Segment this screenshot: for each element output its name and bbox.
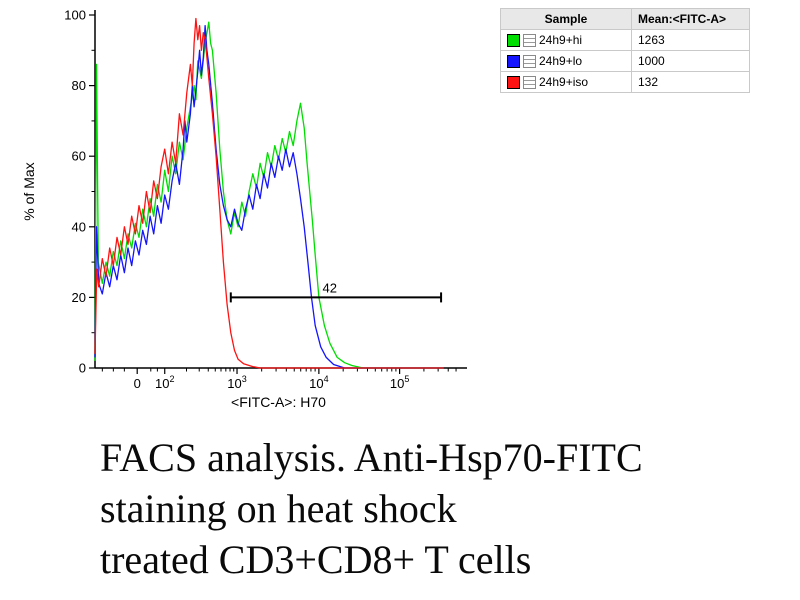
svg-text:0: 0 (79, 361, 86, 376)
svg-text:100: 100 (64, 8, 86, 23)
legend-mean-value: 1000 (631, 50, 750, 72)
svg-text:105: 105 (390, 374, 409, 391)
svg-text:60: 60 (72, 149, 86, 164)
svg-text:20: 20 (72, 290, 86, 305)
color-swatch-hi (507, 33, 520, 47)
svg-text:% of Max: % of Max (21, 162, 37, 220)
svg-text:0: 0 (134, 376, 141, 391)
legend-header-sample: Sample (500, 8, 632, 30)
legend-row: 24h9+lo 1000 (500, 50, 750, 72)
svg-text:<FITC-A>: H70: <FITC-A>: H70 (231, 394, 326, 410)
svg-text:104: 104 (309, 374, 328, 391)
svg-text:42: 42 (323, 280, 337, 295)
figure-caption: FACS analysis. Anti-Hsp70-FITC staining … (100, 432, 643, 585)
color-swatch-iso (507, 75, 520, 89)
legend-row: 24h9+iso 132 (500, 71, 750, 93)
svg-text:40: 40 (72, 219, 86, 234)
histogram-plot: 0 20 40 60 80 100 0 102 103 104 105 <FITC-A>: H70 % … (0, 0, 495, 430)
legend-mean-value: 132 (631, 71, 750, 93)
sample-sheet-icon (523, 54, 536, 68)
legend-sample-name: 24h9+hi (539, 33, 583, 47)
color-swatch-lo (507, 54, 520, 68)
legend-sample-name: 24h9+iso (539, 75, 589, 89)
sample-sheet-icon (523, 75, 536, 89)
legend-row: 24h9+hi 1263 (500, 29, 750, 51)
legend-table: Sample Mean:<FITC-A> 24h9+hi 1263 (500, 8, 750, 93)
legend-header-row: Sample Mean:<FITC-A> (500, 8, 750, 30)
legend-mean-value: 1263 (631, 29, 750, 51)
caption-line: staining on heat shock (100, 486, 457, 531)
legend-header-mean: Mean:<FITC-A> (631, 8, 750, 30)
facs-histogram-chart: 0 20 40 60 80 100 0 102 103 104 105 <FITC-A>: H70 % … (21, 8, 467, 410)
svg-text:103: 103 (227, 374, 246, 391)
caption-line: FACS analysis. Anti-Hsp70-FITC (100, 435, 643, 480)
legend-sample-name: 24h9+lo (539, 54, 583, 68)
sample-sheet-icon (523, 33, 536, 47)
svg-text:102: 102 (155, 374, 174, 391)
svg-text:80: 80 (72, 78, 86, 93)
caption-line: treated CD3+CD8+ T cells (100, 537, 532, 582)
